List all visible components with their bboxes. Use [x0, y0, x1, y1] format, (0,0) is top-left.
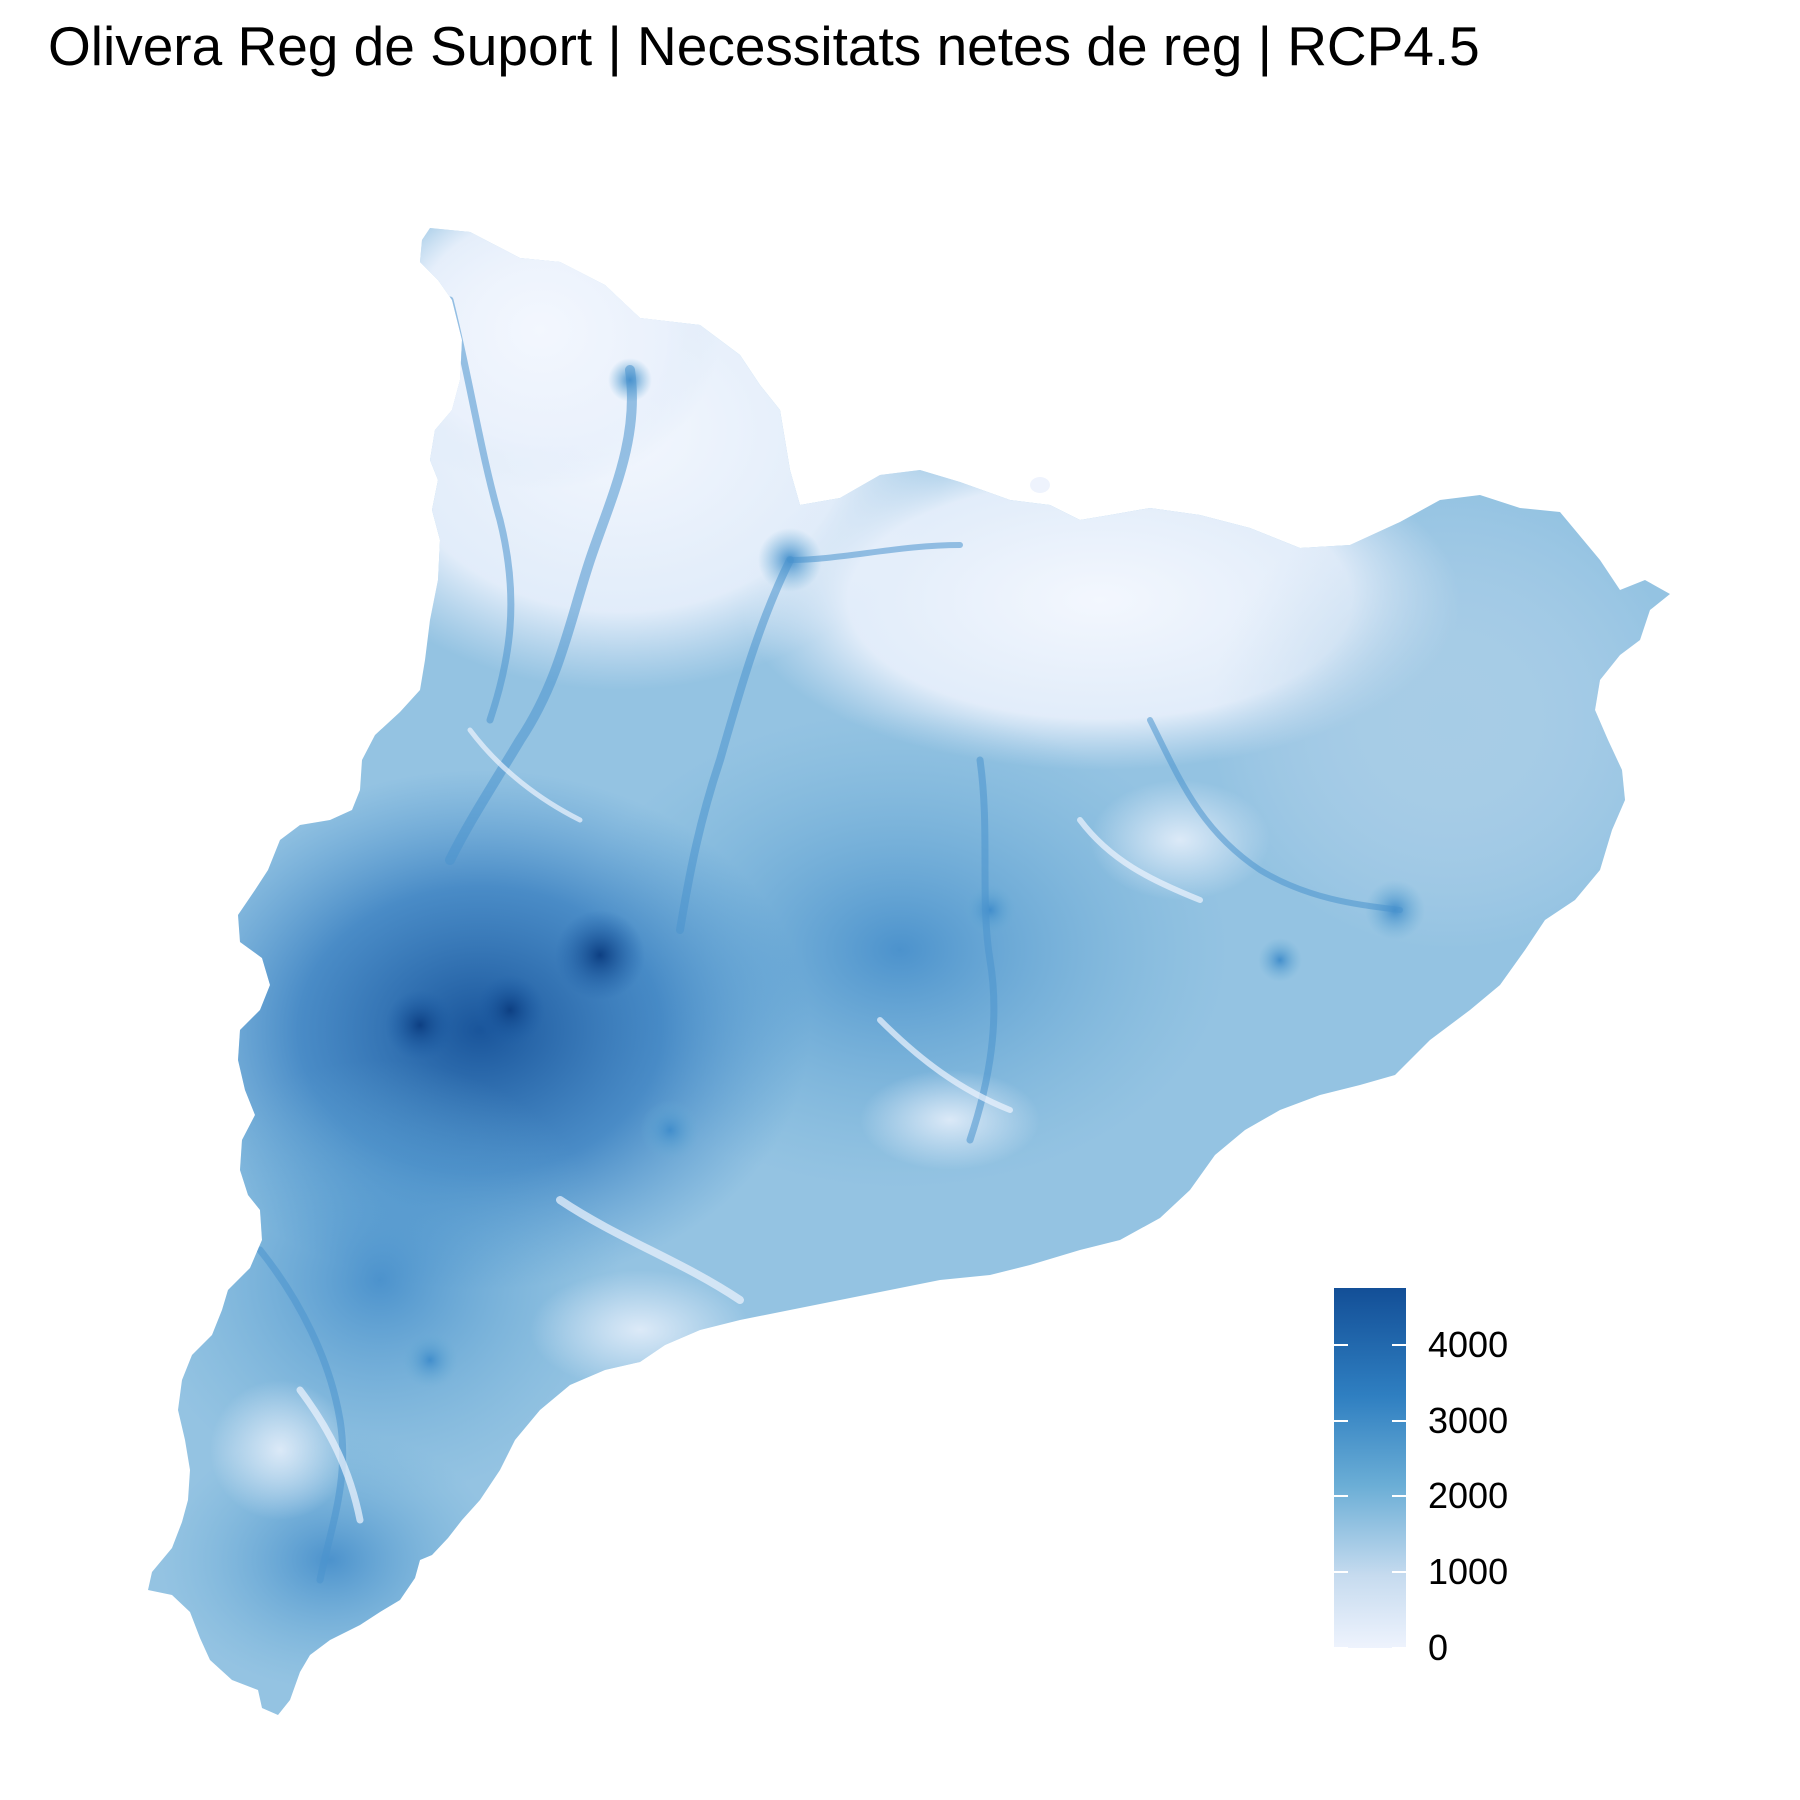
legend-tick-mark-right — [1392, 1420, 1406, 1422]
legend-tick-mark-left — [1334, 1420, 1348, 1422]
legend-gradient-rect — [1334, 1288, 1406, 1648]
legend-tick-mark-right — [1392, 1571, 1406, 1573]
legend-tick-mark-right — [1392, 1495, 1406, 1497]
hotspot-6 — [1258, 938, 1302, 982]
legend-tick-label: 1000 — [1428, 1554, 1508, 1590]
pale-pocket-2 — [860, 1070, 1040, 1170]
legend-color-bar — [1334, 1288, 1406, 1648]
legend-tick-mark-left — [1334, 1344, 1348, 1346]
hotspot-4 — [640, 1100, 700, 1160]
hotspot-7 — [402, 1332, 458, 1388]
hotspot-2 — [475, 975, 545, 1045]
legend-tick-mark-left — [1334, 1495, 1348, 1497]
legend-tick-mark-left — [1334, 1647, 1348, 1649]
legend-tick-mark-right — [1392, 1647, 1406, 1649]
legend-tick-label: 0 — [1428, 1630, 1448, 1666]
legend-tick-mark-left — [1334, 1571, 1348, 1573]
legend-tick-label: 3000 — [1428, 1403, 1508, 1439]
color-legend: 4000 3000 2000 1000 0 — [1334, 1288, 1574, 1658]
legend-tick-mark-right — [1392, 1344, 1406, 1346]
legend-tick-label: 4000 — [1428, 1327, 1508, 1363]
pale-pocket-3 — [1090, 780, 1270, 900]
hotspot-3 — [385, 990, 455, 1060]
north-top-low-zone — [360, 170, 720, 490]
hotspot-1 — [555, 910, 645, 1000]
pale-pocket-4 — [210, 1380, 350, 1520]
small-enclave — [1030, 477, 1050, 493]
hotspot-10 — [964, 884, 1016, 936]
legend-tick-label: 2000 — [1428, 1478, 1508, 1514]
